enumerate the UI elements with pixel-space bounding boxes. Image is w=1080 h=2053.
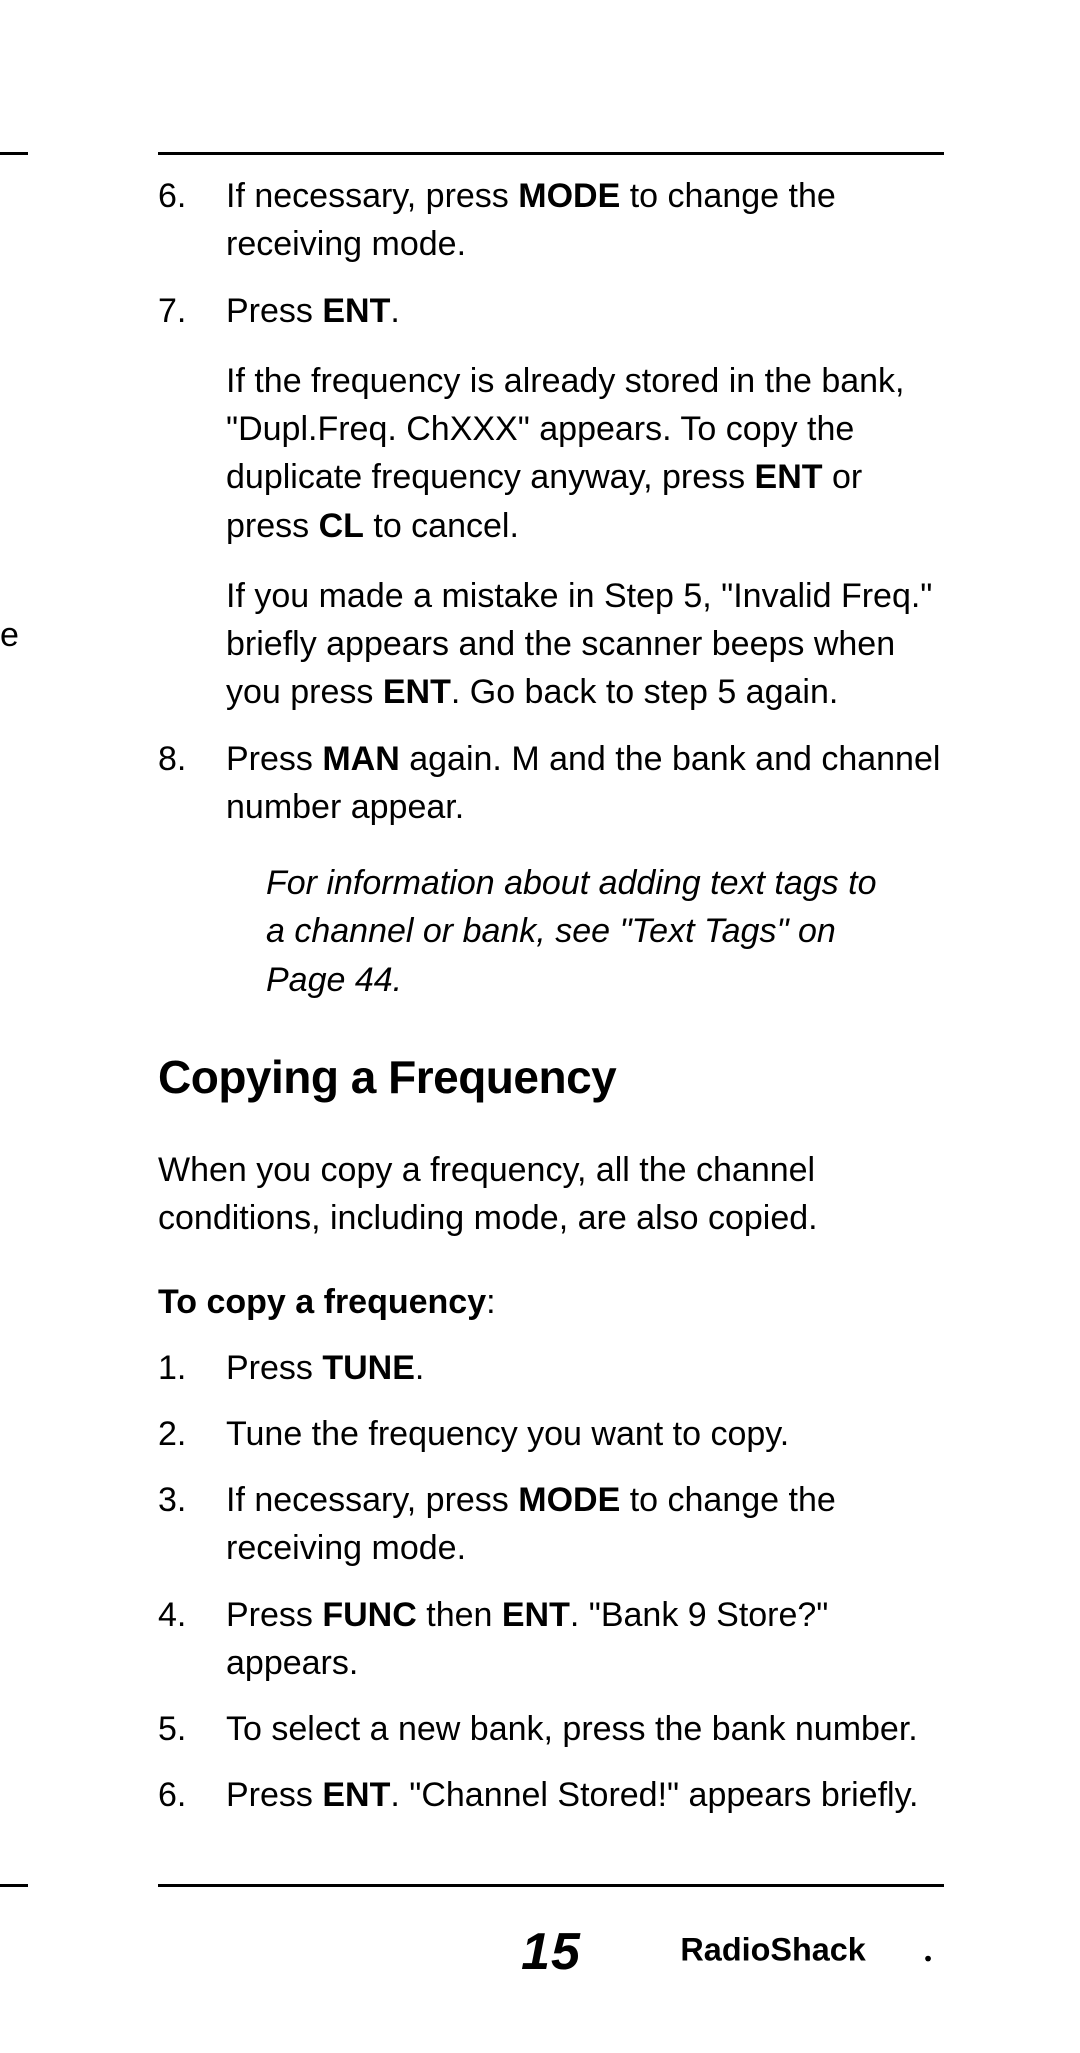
- list-item: 4.Press FUNC then ENT. "Bank 9 Store?" a…: [158, 1591, 944, 1688]
- ordered-list-top: 6.If necessary, press MODE to change the…: [158, 172, 944, 831]
- list-number: 5.: [158, 1705, 226, 1753]
- key-name: MODE: [518, 177, 620, 215]
- key-name: MODE: [518, 1481, 620, 1519]
- list-paragraph: Press FUNC then ENT. "Bank 9 Store?" app…: [226, 1591, 944, 1688]
- list-item: 7.Press ENT. If the frequency is already …: [158, 287, 944, 717]
- list-number: 7.: [158, 287, 226, 717]
- list-number: 8.: [158, 735, 226, 832]
- list-number: 6.: [158, 172, 226, 269]
- list-body: Press TUNE.: [226, 1344, 944, 1392]
- text-run: Press: [226, 1776, 322, 1814]
- list-paragraph: If necessary, press MODE to change the r…: [226, 1476, 944, 1573]
- key-name: ENT: [383, 673, 451, 711]
- text-run: Press: [226, 1596, 322, 1634]
- list-paragraph: If you made a mistake in Step 5, "Invali…: [226, 572, 944, 717]
- list-item: 6.Press ENT. "Channel Stored!" appears b…: [158, 1771, 944, 1819]
- text-run: to cancel.: [364, 507, 519, 545]
- manual-page: e 6.If necessary, press MODE to change t…: [0, 0, 1080, 2053]
- list-number: 1.: [158, 1344, 226, 1392]
- list-item: 6.If necessary, press MODE to change the…: [158, 172, 944, 269]
- key-name: ENT: [755, 458, 823, 496]
- list-body: Press ENT. If the frequency is already st…: [226, 287, 944, 717]
- subheading-tail: :: [486, 1283, 495, 1321]
- key-name: FUNC: [322, 1596, 416, 1634]
- text-run: .: [390, 292, 399, 330]
- text-run: Press: [226, 740, 322, 778]
- list-paragraph: Press ENT.: [226, 287, 944, 335]
- text-run: . Go back to step 5 again.: [451, 673, 838, 711]
- top-rule-edge: [0, 152, 28, 155]
- text-run: If necessary, press: [226, 1481, 518, 1519]
- cutoff-text-left: e: [0, 618, 19, 652]
- key-name: TUNE: [322, 1349, 415, 1387]
- key-name: CL: [319, 507, 364, 545]
- text-run: . "Channel Stored!" appears briefly.: [390, 1776, 918, 1814]
- brand-logo: RadioShack: [674, 1930, 944, 1980]
- text-run: To select a new bank, press the bank num…: [226, 1710, 918, 1748]
- key-name: ENT: [322, 292, 390, 330]
- key-name: ENT: [502, 1596, 570, 1634]
- page-number: 15: [521, 1922, 581, 1982]
- page-content: 6.If necessary, press MODE to change the…: [158, 172, 944, 1838]
- list-body: Tune the frequency you want to copy.: [226, 1410, 944, 1458]
- bottom-rule-edge: [0, 1884, 28, 1887]
- text-run: Tune the frequency you want to copy.: [226, 1415, 789, 1453]
- ordered-list-bottom: 1.Press TUNE.2.Tune the frequency you wa…: [158, 1344, 944, 1820]
- intro-paragraph: When you copy a frequency, all the chann…: [158, 1146, 944, 1243]
- list-body: If necessary, press MODE to change the r…: [226, 172, 944, 269]
- list-paragraph: If necessary, press MODE to change the r…: [226, 172, 944, 269]
- bottom-rule: [158, 1884, 944, 1887]
- svg-text:RadioShack: RadioShack: [680, 1931, 866, 1967]
- text-run: .: [415, 1349, 424, 1387]
- key-name: MAN: [322, 740, 399, 778]
- key-name: ENT: [322, 1776, 390, 1814]
- list-number: 2.: [158, 1410, 226, 1458]
- list-paragraph: Press MAN again. M and the bank and chan…: [226, 735, 944, 832]
- list-body: Press FUNC then ENT. "Bank 9 Store?" app…: [226, 1591, 944, 1688]
- list-number: 6.: [158, 1771, 226, 1819]
- page-footer: 15 RadioShack: [158, 1922, 944, 1992]
- list-body: If necessary, press MODE to change the r…: [226, 1476, 944, 1573]
- list-paragraph: Press ENT. "Channel Stored!" appears bri…: [226, 1771, 944, 1819]
- list-body: Press ENT. "Channel Stored!" appears bri…: [226, 1771, 944, 1819]
- list-paragraph: If the frequency is already stored in th…: [226, 357, 944, 550]
- list-body: To select a new bank, press the bank num…: [226, 1705, 944, 1753]
- subheading-bold: To copy a frequency: [158, 1283, 486, 1321]
- list-item: 3.If necessary, press MODE to change the…: [158, 1476, 944, 1573]
- top-rule: [158, 152, 944, 155]
- list-item: 5.To select a new bank, press the bank n…: [158, 1705, 944, 1753]
- list-item: 8.Press MAN again. M and the bank and ch…: [158, 735, 944, 832]
- list-number: 4.: [158, 1591, 226, 1688]
- list-paragraph: Tune the frequency you want to copy.: [226, 1410, 944, 1458]
- text-run: Press: [226, 292, 322, 330]
- list-item: 1.Press TUNE.: [158, 1344, 944, 1392]
- section-heading: Copying a Frequency: [158, 1050, 944, 1104]
- list-body: Press MAN again. M and the bank and chan…: [226, 735, 944, 832]
- list-paragraph: Press TUNE.: [226, 1344, 944, 1392]
- subheading: To copy a frequency:: [158, 1283, 944, 1322]
- note-text-tags: For information about adding text tags t…: [266, 859, 884, 1004]
- text-run: If necessary, press: [226, 177, 518, 215]
- list-number: 3.: [158, 1476, 226, 1573]
- text-run: then: [417, 1596, 502, 1634]
- list-item: 2.Tune the frequency you want to copy.: [158, 1410, 944, 1458]
- list-paragraph: To select a new bank, press the bank num…: [226, 1705, 944, 1753]
- text-run: Press: [226, 1349, 322, 1387]
